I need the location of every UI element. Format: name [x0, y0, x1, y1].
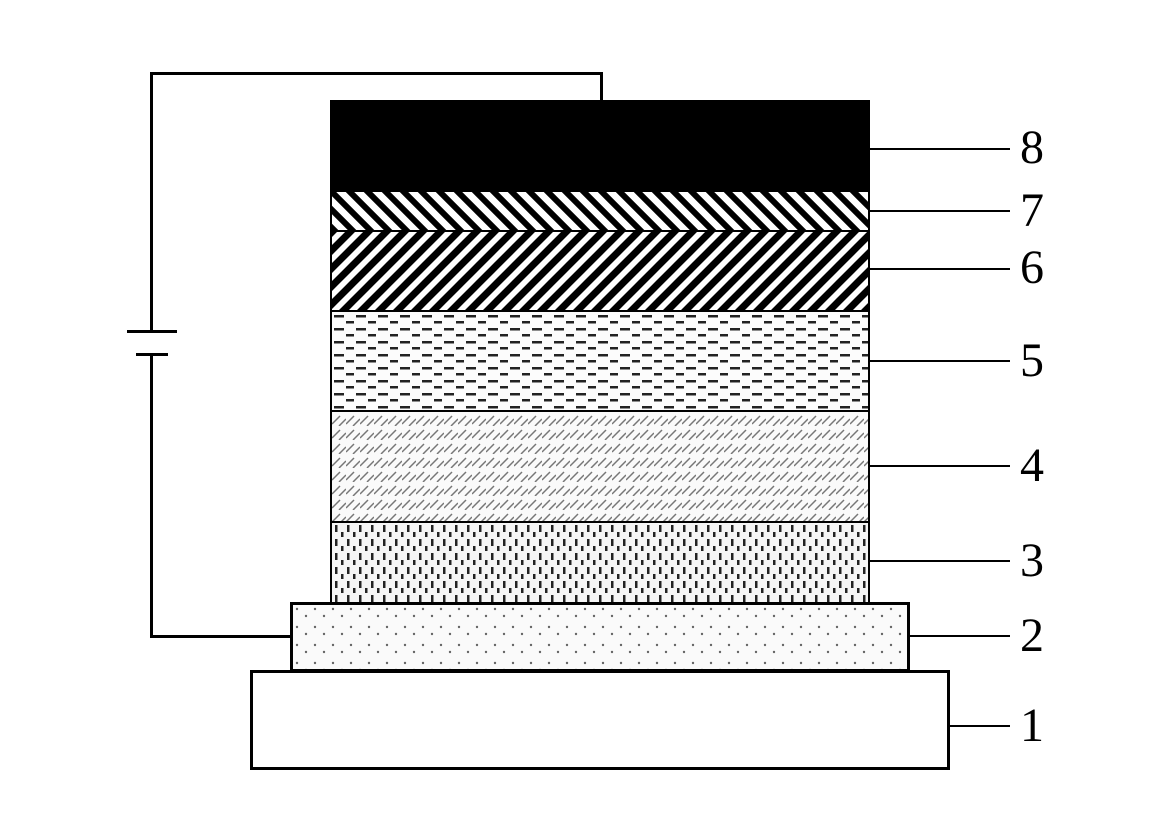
label-line-5 — [870, 360, 1010, 362]
layer-6 — [330, 230, 870, 312]
layer-8-top-electrode — [330, 100, 870, 192]
label-2: 2 — [1020, 608, 1044, 663]
label-line-3 — [870, 560, 1010, 562]
label-line-7 — [870, 210, 1010, 212]
label-line-8 — [870, 148, 1010, 150]
circuit-bottom-wire — [150, 635, 292, 638]
label-line-4 — [870, 465, 1010, 467]
label-line-6 — [870, 268, 1010, 270]
layer-1-substrate — [250, 670, 950, 770]
layer-4 — [330, 410, 870, 523]
circuit-left-wire-upper — [150, 72, 153, 332]
layer-2 — [290, 602, 910, 672]
label-4: 4 — [1020, 438, 1044, 493]
circuit-top-wire — [150, 72, 602, 75]
label-3: 3 — [1020, 533, 1044, 588]
capacitor-plate-top — [127, 330, 177, 333]
label-5: 5 — [1020, 333, 1044, 388]
layer-7 — [330, 190, 870, 232]
label-1: 1 — [1020, 698, 1044, 753]
label-7: 7 — [1020, 183, 1044, 238]
label-line-1 — [950, 725, 1010, 727]
label-8: 8 — [1020, 120, 1044, 175]
circuit-left-wire-lower — [150, 355, 153, 638]
circuit-top-connector — [600, 72, 603, 102]
label-line-2 — [910, 635, 1010, 637]
layer-3 — [330, 521, 870, 604]
label-6: 6 — [1020, 240, 1044, 295]
layer-5 — [330, 310, 870, 412]
